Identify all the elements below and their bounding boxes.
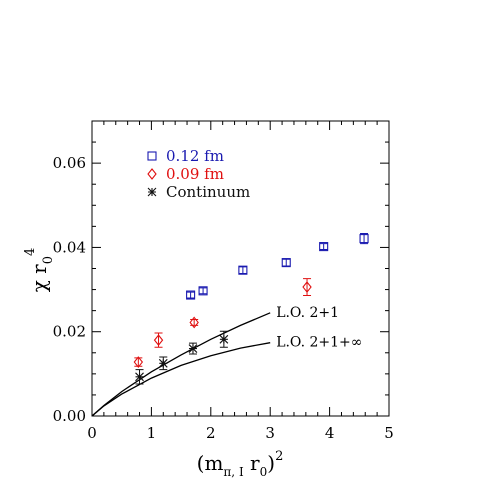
- theory-curve: [91, 342, 271, 417]
- error-bar: [282, 258, 291, 267]
- error-bar: [190, 318, 199, 326]
- data-points: [133, 233, 369, 385]
- x-tick-label: 4: [325, 424, 335, 442]
- theory-curves: L.O. 2+1 L.O. 2+1+∞: [91, 305, 362, 417]
- error-bar: [199, 287, 208, 295]
- error-bar: [319, 243, 328, 251]
- x-tick-label: 3: [265, 424, 275, 442]
- data-point-diamond: [189, 316, 199, 329]
- data-point-diamond: [153, 334, 164, 347]
- data-point-diamond: [133, 356, 144, 368]
- plot-frame: [91, 120, 390, 417]
- y-tick-label: 0.06: [53, 154, 86, 172]
- error-bar: [303, 278, 312, 296]
- data-point-square: [281, 258, 291, 268]
- data-point-asterisk: [219, 334, 229, 344]
- theory-curve: [91, 312, 271, 417]
- legend-marker: [147, 151, 157, 161]
- data-point-asterisk: [188, 344, 198, 353]
- data-point-asterisk: [135, 372, 144, 382]
- y-axis-label: χ r04: [23, 248, 56, 293]
- error-bar: [186, 291, 195, 299]
- data-point-square: [238, 265, 248, 275]
- data-point-square: [186, 290, 196, 300]
- x-tick-label: 2: [206, 424, 216, 442]
- x-axis-label: (mπ, I r0)2: [197, 449, 284, 479]
- y-tick-label: 0.02: [53, 323, 86, 341]
- data-point-asterisk: [158, 358, 168, 368]
- y-tick-label: 0.00: [53, 407, 86, 425]
- x-tick-label: 5: [384, 424, 394, 442]
- data-point-square: [198, 286, 208, 296]
- error-bar: [238, 266, 247, 275]
- legend-marker: [147, 187, 157, 197]
- legend-marker: [147, 168, 157, 180]
- curve-label: L.O. 2+1+∞: [276, 335, 362, 351]
- data-point-square: [319, 242, 329, 252]
- data-point-diamond: [302, 281, 312, 293]
- legend-label: Continuum: [166, 183, 250, 201]
- error-bar: [360, 233, 369, 245]
- x-tick-label: 0: [87, 424, 97, 442]
- y-tick-label: 0.04: [53, 238, 86, 256]
- data-point-square: [359, 234, 369, 244]
- legend-label: 0.09 fm: [166, 165, 224, 183]
- axis-ticks: 0 1 2 3 4 5 0.00 0.02 0.04 0.06: [53, 120, 394, 442]
- x-tick-label: 1: [147, 424, 157, 442]
- legend-label: 0.12 fm: [166, 147, 224, 165]
- error-bar: [134, 357, 143, 367]
- curve-label: L.O. 2+1: [276, 305, 339, 321]
